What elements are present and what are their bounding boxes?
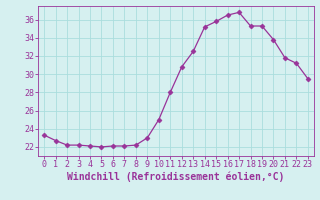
X-axis label: Windchill (Refroidissement éolien,°C): Windchill (Refroidissement éolien,°C): [67, 172, 285, 182]
